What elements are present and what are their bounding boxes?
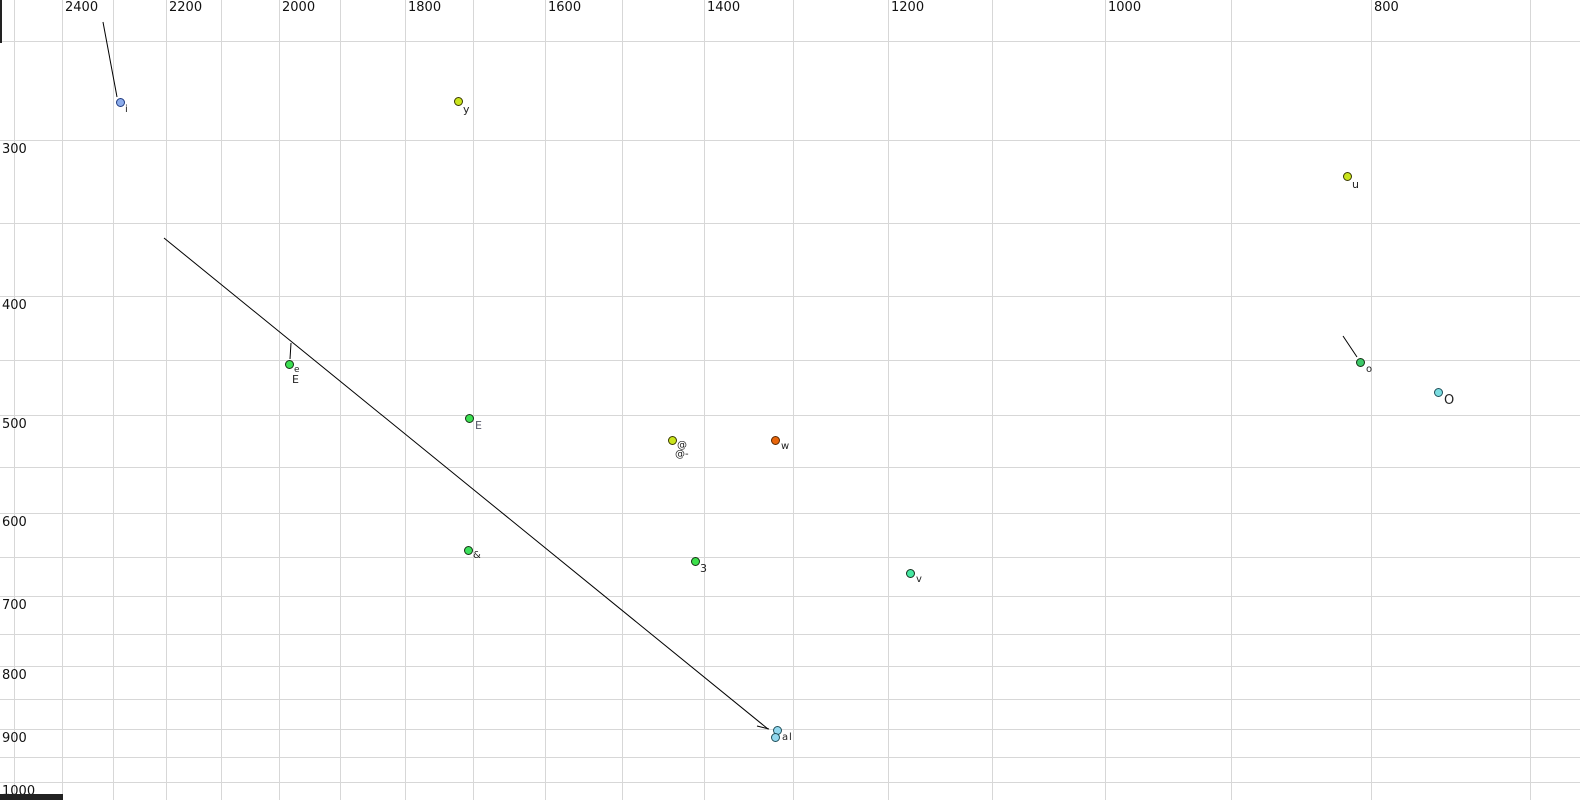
point-label-a: a: [782, 732, 789, 743]
trail-long-tick: [756, 725, 770, 730]
gridline-y-minor: [0, 223, 1580, 224]
y-tick-700: 700: [2, 598, 27, 613]
edge-bottom-left: [0, 794, 63, 800]
gridline-x-2200: [166, 0, 167, 800]
point-@[interactable]: [667, 435, 677, 445]
x-tick-2200: 2200: [169, 0, 203, 15]
gridline-x-1200: [888, 0, 889, 800]
point-label-E: E: [475, 419, 482, 432]
point-label-e: e: [294, 365, 300, 375]
point-E[interactable]: [464, 413, 474, 423]
gridline-x-minor: [340, 0, 341, 800]
point-label-i: i: [125, 104, 128, 115]
y-tick-500: 500: [2, 417, 27, 432]
gridline-y-minor: [0, 467, 1580, 468]
gridline-y-600: [0, 513, 1580, 514]
point-label-w: w: [781, 441, 790, 452]
gridline-x-minor: [1231, 0, 1232, 800]
gridline-y-minor: [0, 41, 1580, 42]
x-tick-800: 800: [1374, 0, 1399, 15]
point-label-@-1: @-: [675, 449, 689, 460]
trail-e: [289, 342, 292, 360]
x-tick-1400: 1400: [707, 0, 741, 15]
point-label-l: l: [789, 732, 792, 743]
gridline-x-minor: [473, 0, 474, 800]
point-label-v: v: [916, 574, 922, 585]
point-label-y: y: [463, 103, 470, 116]
gridline-y-400: [0, 296, 1580, 297]
edge-top-left: [0, 0, 2, 43]
point-v[interactable]: [905, 568, 915, 578]
point-label-&: &: [473, 550, 481, 561]
gridline-x-minor: [622, 0, 623, 800]
point-label-o: o: [1366, 364, 1373, 375]
trail-i: [102, 21, 118, 98]
x-tick-1600: 1600: [548, 0, 582, 15]
gridline-x-800: [1371, 0, 1372, 800]
y-tick-900: 900: [2, 731, 27, 746]
y-tick-400: 400: [2, 298, 27, 313]
x-tick-1000: 1000: [1108, 0, 1142, 15]
gridline-y-minor: [0, 634, 1580, 635]
gridline-x-minor: [992, 0, 993, 800]
point-u[interactable]: [1342, 171, 1352, 181]
y-tick-800: 800: [2, 668, 27, 683]
point-i[interactable]: [115, 97, 125, 107]
gridline-x-minor: [113, 0, 114, 800]
point-o[interactable]: [1355, 357, 1365, 367]
point-3[interactable]: [690, 556, 700, 566]
x-tick-2000: 2000: [282, 0, 316, 15]
gridline-x-1400: [704, 0, 705, 800]
x-tick-2400: 2400: [65, 0, 99, 15]
gridline-x-minor: [221, 0, 222, 800]
gridline-y-minor: [0, 699, 1580, 700]
gridline-x-1600: [545, 0, 546, 800]
gridline-y-900: [0, 729, 1580, 730]
gridline-x-2400: [62, 0, 63, 800]
gridline-y-minor: [0, 757, 1580, 758]
gridline-y-1000: [0, 782, 1580, 783]
gridline-x-1000: [1105, 0, 1106, 800]
point-label-@: @: [677, 440, 687, 451]
y-tick-600: 600: [2, 515, 27, 530]
point-&[interactable]: [463, 545, 473, 555]
gridline-y-700: [0, 596, 1580, 597]
point-label-O: O: [1444, 393, 1455, 408]
point-l[interactable]: [770, 732, 780, 742]
point-label-u: u: [1352, 178, 1359, 191]
trail-o: [1342, 335, 1358, 358]
point-O[interactable]: [1433, 387, 1443, 397]
point-label-3: 3: [700, 562, 707, 575]
point-e[interactable]: [284, 359, 294, 369]
point-label-e-1: E: [292, 373, 299, 386]
gridline-y-minor: [0, 557, 1580, 558]
gridline-x-minor: [793, 0, 794, 800]
gridline-y-500: [0, 415, 1580, 416]
point-w[interactable]: [770, 435, 780, 445]
point-y[interactable]: [453, 96, 463, 106]
x-tick-1200: 1200: [891, 0, 925, 15]
trail-long: [163, 237, 769, 730]
gridline-x-minor: [1530, 0, 1531, 800]
gridline-y-300: [0, 140, 1580, 141]
gridline-y-minor: [0, 360, 1580, 361]
gridline-x-1800: [405, 0, 406, 800]
y-tick-300: 300: [2, 142, 27, 157]
gridline-x-minor: [14, 0, 15, 800]
gridline-x-2000: [279, 0, 280, 800]
x-tick-1800: 1800: [408, 0, 442, 15]
gridline-y-800: [0, 666, 1580, 667]
